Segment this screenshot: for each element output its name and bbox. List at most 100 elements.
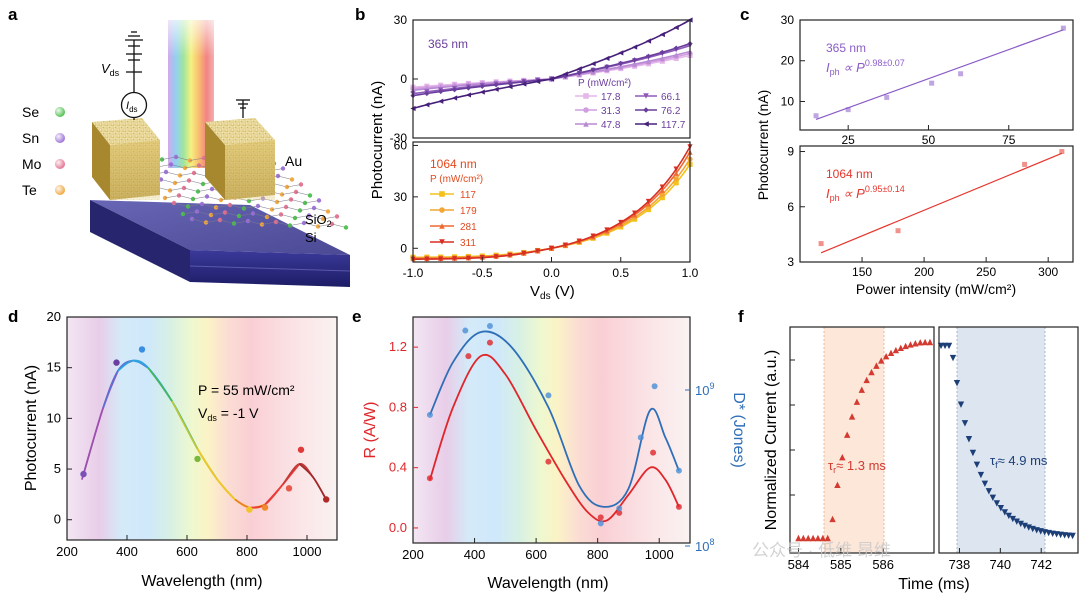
data-point <box>286 485 292 491</box>
series-point-117.7 <box>452 95 457 100</box>
e-x-axis-label: Wavelength (nm) <box>487 575 608 592</box>
x-tick-label: 0.5 <box>612 266 629 280</box>
legend-marker <box>583 107 589 113</box>
legend-label: 17.8 <box>601 92 621 103</box>
panel-letter-a: a <box>8 5 18 24</box>
y-tick-label: 0.8 <box>389 399 407 414</box>
d-power-annotation: P = 55 mW/cm² <box>198 382 295 398</box>
data-point <box>1022 162 1027 167</box>
vds-label: Vds <box>101 61 120 78</box>
detectivity-point <box>638 435 644 441</box>
series-point-117.7 <box>480 89 485 94</box>
fall-data-point <box>950 355 956 361</box>
legend-label-te: Te <box>22 182 37 198</box>
legend-label: 179 <box>460 206 477 217</box>
gold-electrode-right <box>205 118 275 200</box>
legend-marker <box>643 121 649 127</box>
legend-label-se: Se <box>22 104 39 120</box>
e-y2-axis-label: D* (Jones) <box>730 392 747 468</box>
f-x-axis-label: Time (ms) <box>898 576 969 593</box>
x-tick-label: 800 <box>236 544 258 559</box>
x-tick-label: 600 <box>176 544 198 559</box>
rise-data-point <box>927 339 933 345</box>
legend-marker <box>439 207 445 213</box>
c-bottom-power-law: Iph ∝ P0.95±0.14 <box>826 184 905 203</box>
legend-label: 31.3 <box>601 106 621 117</box>
detectivity-point <box>545 392 551 398</box>
legend-label: 117.7 <box>661 120 686 131</box>
y2-tick-label: 108 <box>695 537 714 554</box>
y-tick-label: 30 <box>394 13 408 27</box>
x-tick-label: 600 <box>525 547 547 562</box>
x-tick-label: 1000 <box>645 547 674 562</box>
detectivity-point <box>598 520 604 526</box>
data-point <box>298 447 304 453</box>
d-x-axis-label: Wavelength (nm) <box>141 573 262 590</box>
d-vds-annotation: Vds = -1 V <box>198 405 259 423</box>
legend-label: 47.8 <box>601 120 621 131</box>
detectivity-point <box>462 328 468 334</box>
atom <box>308 193 312 197</box>
b-x-axis-label: Vds (V) <box>530 283 575 302</box>
y-tick-label: 30 <box>781 13 795 27</box>
x-tick-label: 1.0 <box>682 266 699 280</box>
data-point <box>80 471 86 477</box>
detectivity-point <box>427 412 433 418</box>
y-tick-label: 5 <box>54 461 61 476</box>
series-point-117.7 <box>618 50 623 55</box>
x-tick-label: 50 <box>922 133 936 147</box>
x-tick-label: 200 <box>914 265 934 279</box>
b-top-365nm-chart: 300-30365 nmP (mW/cm²)17.831.347.866.176… <box>390 13 693 145</box>
panel-letter-c: c <box>740 5 749 24</box>
y-tick-label: 15 <box>47 360 61 375</box>
spectrum-background <box>67 317 337 540</box>
legend-atom-highlight <box>55 159 65 169</box>
b-bottom-title: 1064 nm <box>430 157 477 171</box>
data-point <box>1061 26 1066 31</box>
x-tick-label: 200 <box>402 547 424 562</box>
legend-marker <box>439 191 445 197</box>
axes-frame <box>800 20 1073 130</box>
rise-data-point <box>907 341 913 347</box>
legend-label: 76.2 <box>661 106 681 117</box>
legend-label: 117 <box>460 190 476 201</box>
legend-atom-highlight <box>55 107 65 117</box>
b-y-axis-label: Photocurrent (nA) <box>369 81 386 199</box>
y-tick-label: 0 <box>54 512 61 527</box>
panel-letter-d: d <box>8 307 18 326</box>
series-point-117.7 <box>424 102 429 107</box>
rise-data-point <box>912 340 918 346</box>
responsivity-point <box>545 459 551 465</box>
y-tick-label: 30 <box>394 190 408 204</box>
detectivity-point <box>652 383 658 389</box>
x-tick-label: 300 <box>1038 265 1058 279</box>
data-point <box>814 113 819 118</box>
spectrum-background <box>413 317 690 543</box>
data-point <box>819 241 824 246</box>
x-tick-label: 150 <box>852 265 872 279</box>
b-bottom-legend-title: P (mW/cm²) <box>430 174 483 185</box>
responsivity-point <box>465 353 471 359</box>
x-tick-label: 800 <box>587 547 609 562</box>
c-bottom-1064nm-chart: 963150 200 250 3001064 nmIph ∝ P0.95±0.14Po… <box>755 90 1073 297</box>
x-tick-label: 1000 <box>293 544 322 559</box>
legend-atom-highlight <box>55 185 65 195</box>
panel-b-iv-curves: b 300-30365 nmP (mW/cm²)17.831.347.866.1… <box>355 5 699 302</box>
y-tick-label: 10 <box>781 94 795 108</box>
x-tick-label: 250 <box>976 265 996 279</box>
data-point <box>896 228 901 233</box>
series-point-117.7 <box>466 92 471 97</box>
atom <box>317 198 321 202</box>
c-x-axis-label: Power intensity (mW/cm²) <box>856 281 1016 297</box>
data-point <box>929 81 934 86</box>
panel-e-responsivity-detectivity: e 1.2 0.8 0.4 0.0 200 400 600 800 1000 109 108 Wave… <box>352 307 747 592</box>
rise-data-point <box>902 343 908 349</box>
legend-label: 66.1 <box>661 92 681 103</box>
series-point-117.7 <box>632 44 637 49</box>
y-tick-label: 0 <box>400 72 407 86</box>
legend-marker <box>583 93 589 99</box>
gold-electrode-left <box>92 118 160 200</box>
panel-a-device-schematic: a <box>8 5 350 287</box>
atom <box>335 214 339 218</box>
y-tick-label: 1.2 <box>389 339 407 354</box>
